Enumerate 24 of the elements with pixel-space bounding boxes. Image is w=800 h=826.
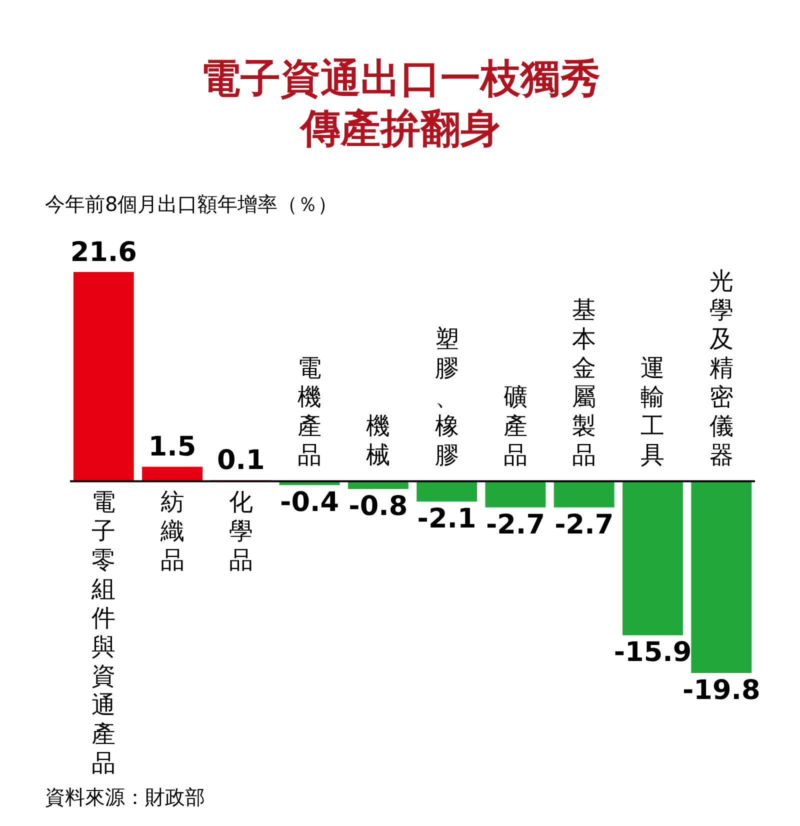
x-tick-label: 基本金屬製品 [572, 296, 596, 470]
data-label: -0.8 [348, 490, 408, 522]
data-label: -2.7 [554, 509, 614, 540]
x-tick-label: 礦產品 [503, 383, 528, 470]
data-label: -2.7 [486, 509, 545, 540]
data-label: 1.5 [148, 432, 196, 463]
source-note: 資料來源：財政部 [45, 785, 205, 809]
x-tick-label: 紡織品 [159, 488, 184, 574]
x-tick-label: 電機產品 [298, 354, 322, 470]
x-tick-label: 化學品 [228, 488, 253, 574]
x-tick-label: 塑膠、橡膠 [434, 325, 459, 470]
data-label: 21.6 [70, 237, 137, 268]
data-label: -0.4 [280, 487, 340, 518]
category-label: 電子零組件與資通產品 [92, 488, 116, 778]
data-label: 0.1 [216, 445, 265, 476]
x-tick-label: 機械 [366, 412, 390, 470]
data-label: -2.1 [417, 504, 476, 535]
x-tick-label: 光學及精密儀器 [709, 267, 734, 470]
x-tick-label: 運輸工具 [640, 354, 665, 470]
chart-subtitle: 傳產拚翻身 [298, 106, 500, 152]
data-label: -15.9 [614, 637, 692, 668]
y-axis-title: 今年前8個月出口額年增率（％） [45, 192, 338, 216]
chart-title: 電子資通出口一枝獨秀 [200, 56, 600, 102]
data-label: -19.8 [682, 675, 760, 706]
